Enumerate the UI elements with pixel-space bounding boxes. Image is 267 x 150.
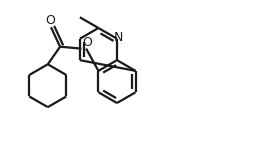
Text: O: O [45,14,55,27]
Text: N: N [113,31,123,44]
Text: O: O [83,36,92,49]
